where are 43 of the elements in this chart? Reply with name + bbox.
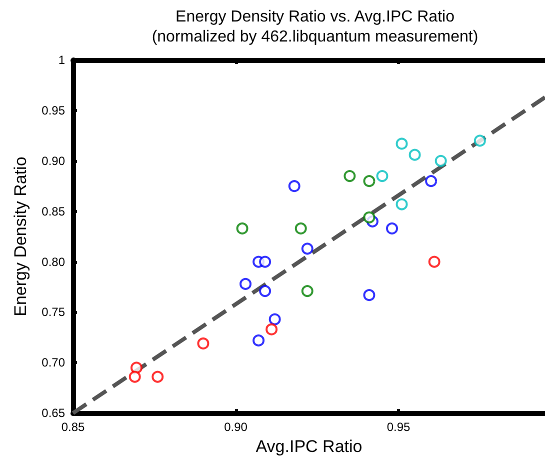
x-tick-label: 0.85	[61, 420, 85, 434]
point	[363, 175, 376, 188]
point	[344, 170, 356, 182]
point	[197, 337, 210, 350]
point	[396, 138, 408, 150]
point	[266, 323, 278, 336]
x-tick-label: 0.90	[224, 420, 248, 434]
point	[268, 313, 281, 326]
y-tick-label: 0.70	[42, 356, 66, 370]
point	[363, 289, 376, 302]
x-tick-label: 0.95	[386, 420, 411, 434]
x-axis-title: Avg.IPC Ratio	[256, 437, 362, 456]
point	[294, 222, 307, 234]
point	[474, 134, 486, 147]
y-tick-label: 0.75	[42, 305, 66, 320]
chart-subtitle: (normalized by 462.libquantum measurement)	[152, 28, 478, 46]
y-tick-label: 0.95	[42, 103, 66, 118]
point	[128, 370, 141, 383]
point	[236, 222, 248, 234]
y-tick-label: 0.85	[42, 204, 66, 218]
point	[434, 154, 447, 167]
chart-title: Energy Density Ratio vs. Avg.IPC Ratio	[176, 8, 455, 26]
point	[386, 222, 398, 234]
point	[152, 370, 164, 383]
point	[363, 211, 376, 224]
y-tick-label: 0.80	[42, 254, 66, 269]
point	[408, 148, 421, 161]
point	[240, 278, 252, 290]
y-tick-label: 0.65	[42, 406, 66, 420]
point	[130, 362, 142, 374]
y-tick-label: 0.90	[42, 154, 66, 168]
y-tick-label: 1	[58, 53, 66, 67]
point	[425, 175, 438, 188]
y-axis-title: Energy Density Ratio	[11, 156, 30, 316]
point	[301, 285, 314, 298]
point	[428, 256, 440, 268]
point	[301, 242, 314, 255]
point	[259, 285, 272, 298]
point	[376, 170, 388, 182]
point	[259, 256, 272, 268]
point	[252, 334, 265, 346]
point	[396, 198, 408, 210]
point	[288, 180, 300, 192]
